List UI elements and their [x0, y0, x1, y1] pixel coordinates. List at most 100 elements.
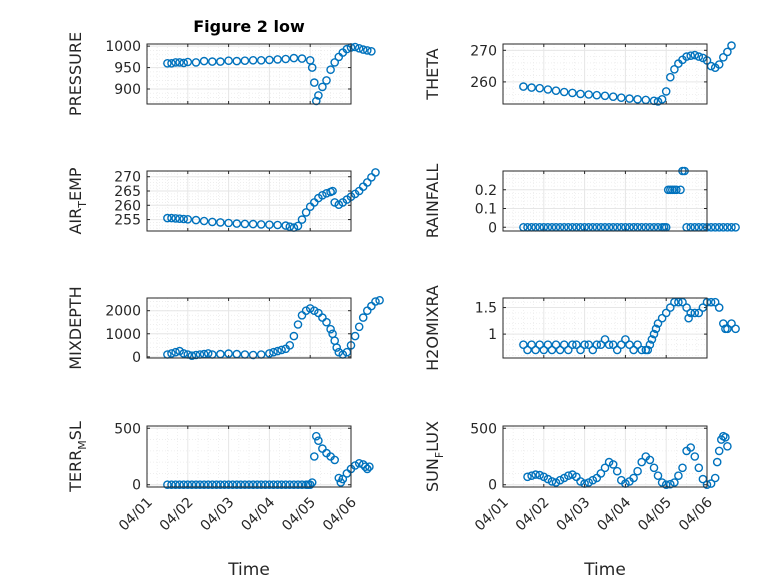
data-point	[651, 324, 661, 334]
x-axis-label: Time	[227, 560, 270, 580]
data-point	[637, 457, 647, 467]
y-axis-label: H2OMIXRA	[423, 285, 442, 371]
data-point	[167, 59, 176, 68]
data-point	[232, 480, 242, 490]
data-point	[551, 86, 561, 95]
data-point	[543, 474, 553, 484]
data-point	[621, 335, 630, 344]
data-point	[723, 47, 732, 57]
data-point	[248, 480, 258, 490]
data-point	[690, 452, 700, 461]
y-tick-label: 1000	[105, 39, 141, 55]
data-point	[240, 56, 250, 66]
data-point	[167, 480, 176, 490]
y-tick-label: 260	[114, 198, 141, 214]
data-point	[207, 57, 217, 66]
data-point	[199, 56, 209, 66]
data-point	[727, 222, 736, 232]
data-point	[686, 308, 696, 318]
data-point	[661, 308, 671, 318]
data-point	[535, 83, 545, 93]
data-point	[588, 345, 598, 355]
data-point	[309, 78, 319, 87]
data-point	[256, 220, 266, 229]
y-axis-label: SUNFLUX	[423, 421, 446, 492]
data-point	[203, 349, 213, 358]
data-point	[179, 58, 188, 68]
y-tick-label: 0	[488, 478, 497, 494]
data-point	[608, 92, 618, 101]
data-point	[207, 480, 217, 490]
x-tick-label: 04/05	[635, 495, 675, 535]
data-point	[564, 345, 573, 355]
data-point	[690, 308, 700, 318]
data-point	[289, 331, 299, 341]
data-point	[674, 471, 683, 481]
data-point	[523, 345, 532, 355]
subplot-rainfall: 0 0.1 0.2 RAINFALL	[423, 164, 740, 239]
data-point	[171, 480, 180, 490]
data-point	[236, 480, 246, 490]
data-point	[311, 96, 321, 106]
data-point	[365, 462, 374, 472]
data-point	[326, 324, 335, 334]
data-point	[649, 463, 659, 473]
x-tick-label: 04/02	[157, 495, 197, 535]
data-point	[183, 480, 193, 490]
data-point	[686, 51, 696, 61]
data-point	[305, 304, 315, 313]
data-point	[220, 480, 229, 490]
data-point	[330, 455, 340, 465]
data-point	[670, 65, 679, 74]
x-tick-label: 04/04	[594, 494, 634, 534]
data-point	[666, 303, 675, 312]
series	[519, 297, 740, 355]
y-tick-label: 265	[114, 184, 141, 200]
data-point	[714, 60, 724, 69]
data-point	[686, 443, 696, 452]
data-point	[543, 85, 553, 94]
data-point	[309, 306, 319, 316]
data-point	[256, 56, 266, 65]
data-point	[338, 474, 348, 484]
subplot-pressure: 900 950 1000 PRESSURE Figure 2 low	[66, 17, 376, 116]
data-point	[637, 345, 647, 355]
data-point	[694, 463, 704, 473]
data-point	[252, 480, 262, 490]
axes-box	[502, 297, 708, 359]
data-point	[568, 340, 577, 350]
data-point	[273, 220, 282, 230]
data-point	[714, 222, 724, 232]
axes-box	[502, 425, 708, 488]
y-axis-label: RAINFALL	[423, 164, 442, 239]
data-point	[547, 345, 557, 355]
data-point	[311, 431, 321, 441]
data-point	[187, 351, 197, 361]
x-tick-label: 04/06	[676, 494, 716, 534]
data-point	[307, 478, 317, 487]
data-point	[285, 340, 295, 350]
data-point	[256, 480, 266, 490]
data-point	[710, 473, 720, 483]
data-point	[629, 345, 638, 355]
data-point	[710, 297, 720, 307]
data-point	[657, 95, 667, 104]
series	[163, 295, 384, 361]
x-tick-label: 04/01	[472, 495, 512, 535]
data-point	[224, 480, 233, 490]
data-point	[305, 480, 315, 490]
data-point	[527, 340, 536, 350]
data-point	[714, 446, 724, 456]
data-point	[719, 222, 728, 232]
data-point	[248, 219, 258, 229]
axes-box	[146, 297, 352, 359]
data-point	[633, 466, 642, 476]
data-point	[167, 213, 176, 223]
data-point	[535, 470, 545, 480]
data-point	[555, 345, 565, 355]
subplot-terr-msl: 0 500 04/01 04/02 04/03 04/04 04/05 04/06 TERRMS…	[66, 421, 374, 580]
data-point	[281, 221, 291, 230]
data-point	[330, 198, 340, 207]
data-point	[248, 56, 258, 65]
data-point	[362, 464, 372, 474]
